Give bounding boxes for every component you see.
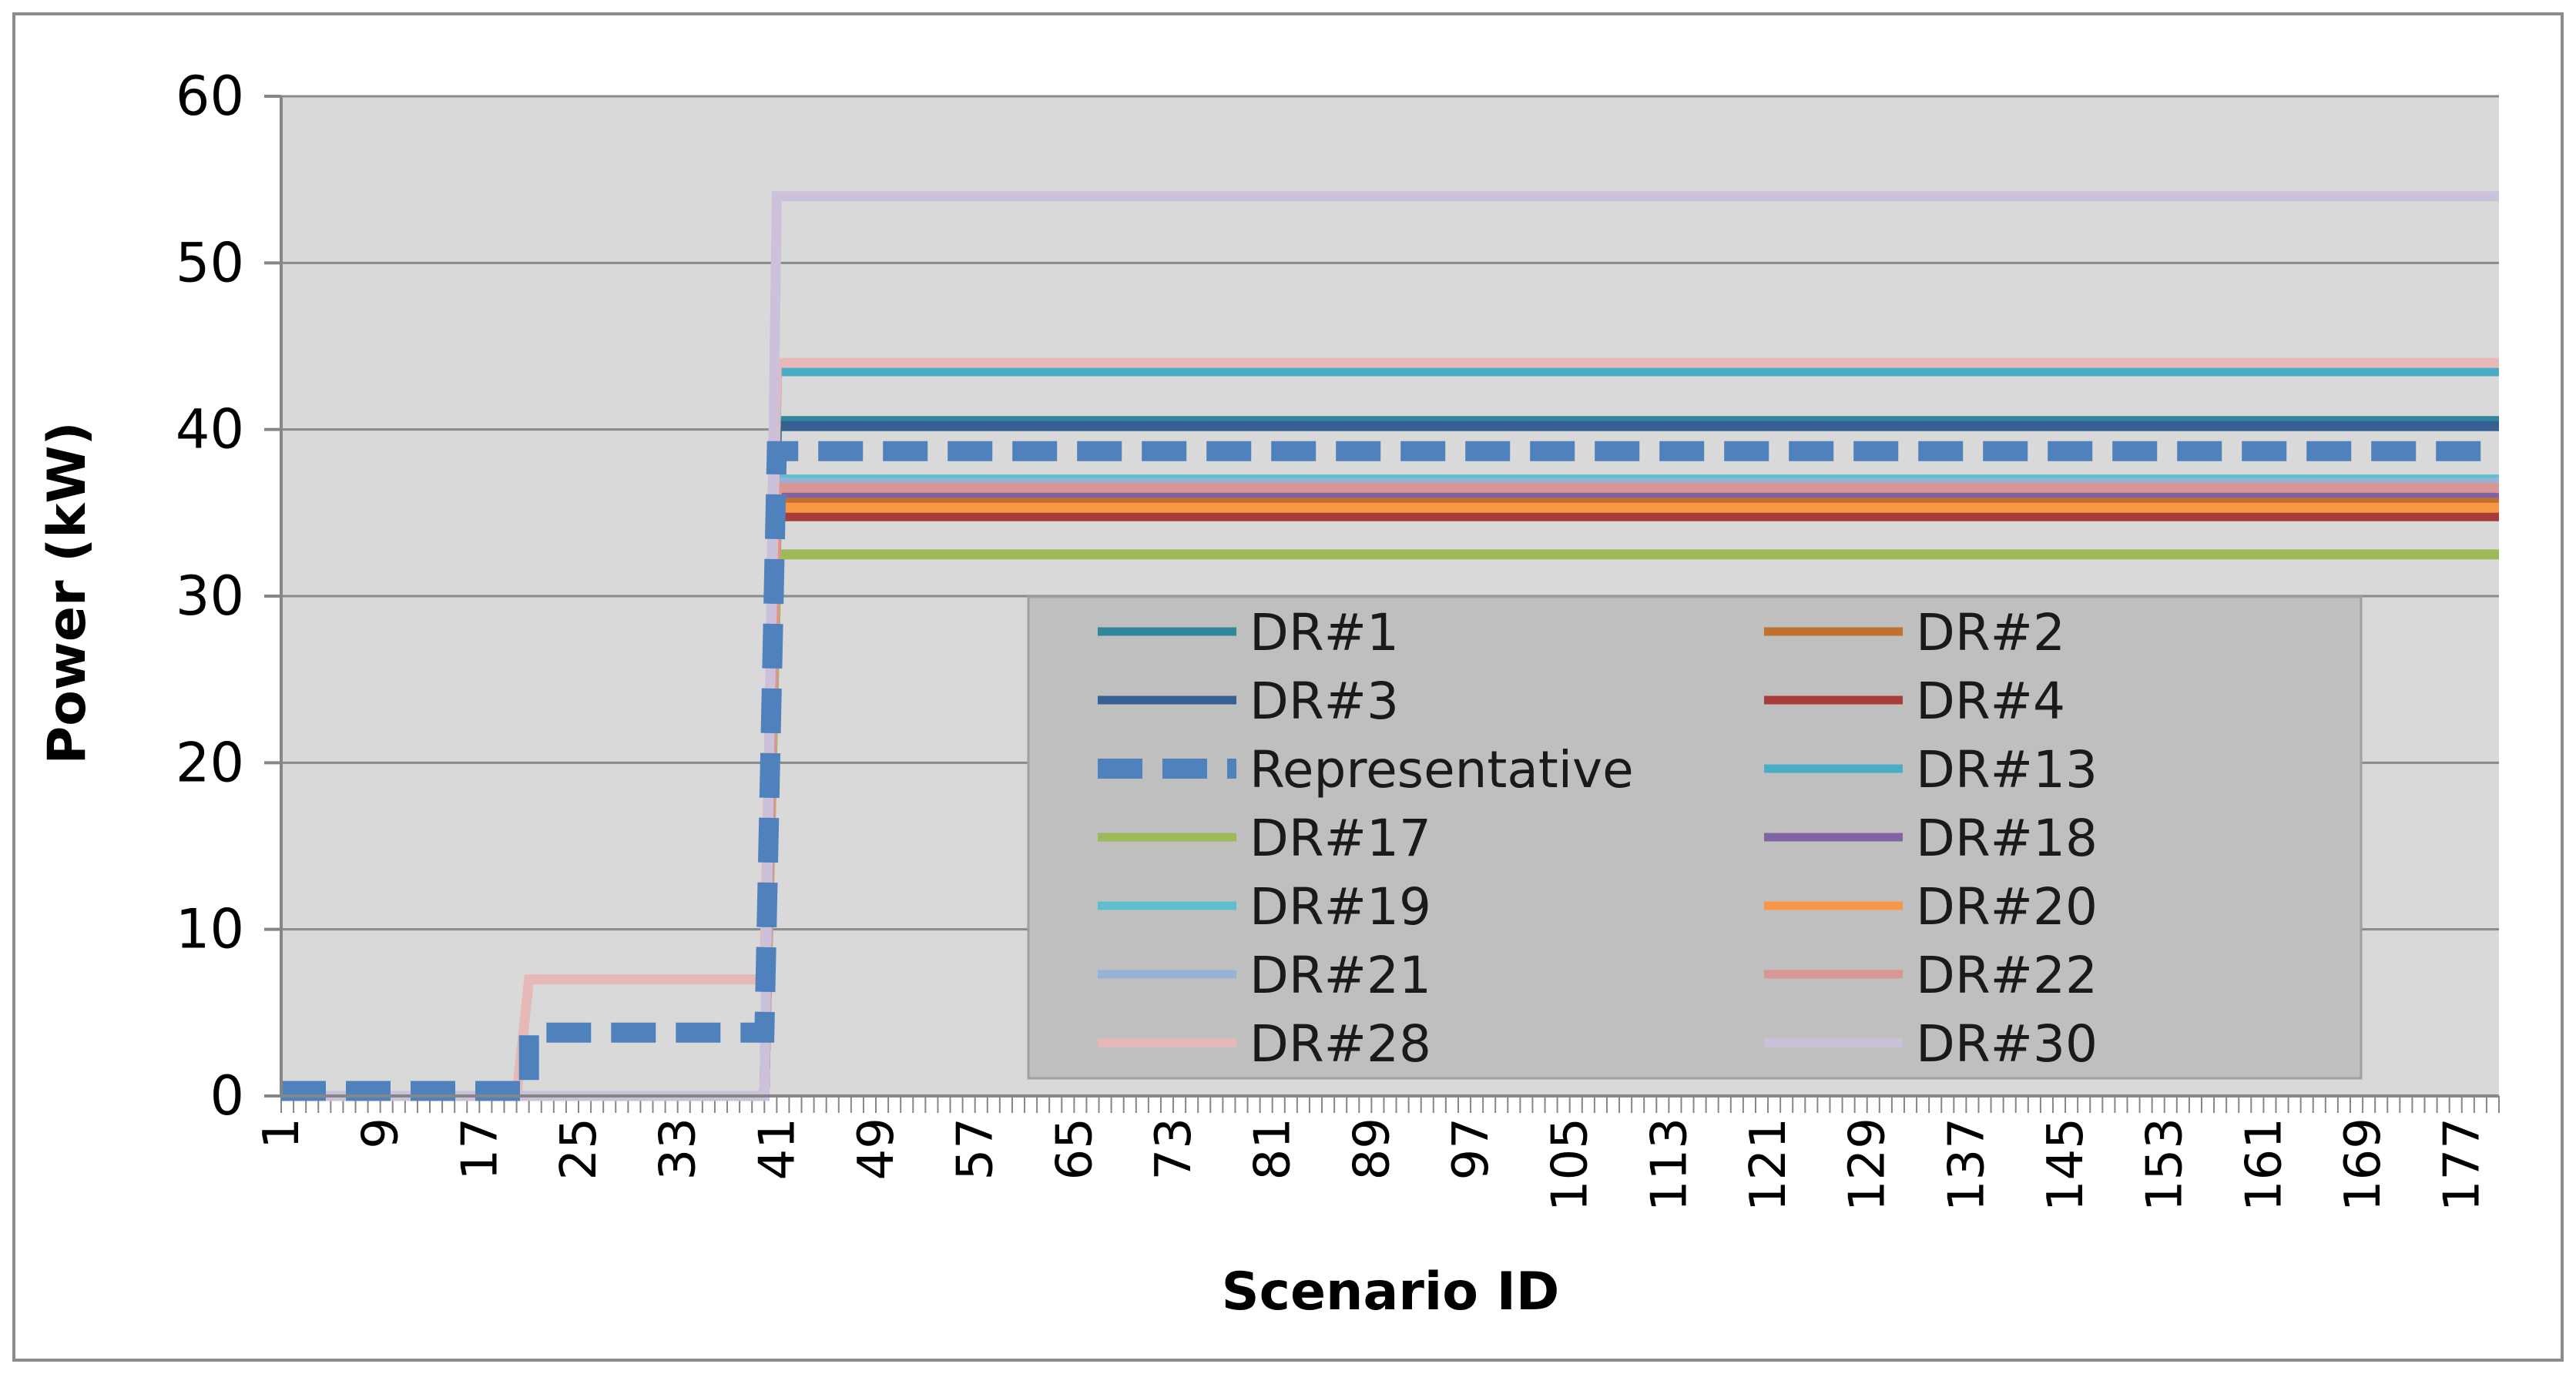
x-tick-label: 17 [451,1118,508,1180]
x-tick-label: 33 [650,1118,707,1180]
y-tick-label: 0 [210,1064,244,1128]
x-tick-label: 121 [1740,1118,1797,1211]
x-tick-label: 49 [848,1118,905,1180]
legend-label: DR#21 [1249,946,1431,1005]
x-tick-label: 129 [1840,1118,1897,1211]
x-tick-label: 161 [2236,1118,2293,1211]
y-tick-label: 50 [176,231,244,294]
x-tick-label: 65 [1046,1118,1103,1180]
x-tick-label: 137 [1938,1118,1995,1211]
x-tick-label: 25 [551,1118,608,1180]
x-tick-label: 41 [749,1118,806,1180]
legend-label: DR#17 [1249,809,1431,868]
legend-label: DR#13 [1916,740,2098,799]
x-tick-label: 73 [1145,1118,1202,1180]
x-axis-title: Scenario ID [1222,1262,1560,1322]
x-tick-labels: 1 9 17 25 33 41 49 57 65 73 81 89 97 105 113 121 129 137 1… [253,1118,2491,1211]
x-tick-label: 113 [1641,1118,1698,1211]
legend: DR#1 DR#2 DR#3 DR#4 Representative DR#13 DR#17… [1027,595,2363,1080]
x-tick-label: 145 [2038,1118,2095,1211]
x-tick-label: 177 [2434,1118,2491,1211]
x-tick-label: 169 [2335,1118,2392,1211]
x-tick-label: 105 [1542,1118,1599,1211]
x-tick-label: 81 [1245,1118,1302,1180]
x-tick-label: 97 [1443,1118,1500,1180]
series-line [281,441,2499,1101]
x-tick-label: 9 [353,1118,410,1149]
legend-label: DR#22 [1916,946,2098,1005]
legend-label: Representative [1249,740,1634,799]
x-tick-label: 153 [2137,1118,2194,1211]
y-axis-title: Power (kW) [37,421,98,764]
x-tick-label: 89 [1343,1118,1400,1180]
legend-label: DR#28 [1249,1014,1431,1074]
y-tick-label: 20 [176,731,244,794]
x-tick-marks [280,1096,2500,1113]
y-tick-label: 40 [176,398,244,461]
y-tick-labels: 0 10 20 30 40 50 60 [176,65,244,1128]
legend-label: DR#3 [1249,672,1399,731]
legend-label: DR#19 [1249,877,1431,937]
legend-label: DR#18 [1916,809,2098,868]
x-tick-label: 57 [948,1118,1005,1180]
legend-label: DR#2 [1916,603,2065,662]
legend-box [1027,595,2363,1080]
x-tick-label: 1 [253,1118,310,1149]
y-tick-label: 60 [176,65,244,128]
legend-label: DR#30 [1916,1014,2098,1074]
y-tick-label: 10 [176,898,244,961]
y-tick-label: 30 [176,565,244,628]
legend-label: DR#4 [1916,672,2065,731]
legend-label: DR#1 [1249,603,1399,662]
y-tick-marks [264,95,281,1098]
legend-label: DR#20 [1916,877,2098,937]
